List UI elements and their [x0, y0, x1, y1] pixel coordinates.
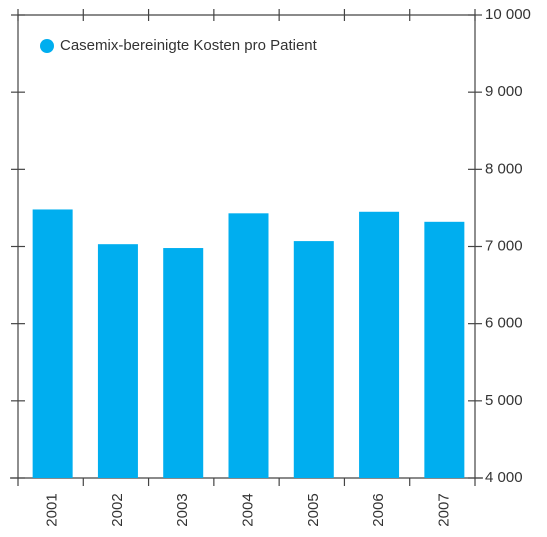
bar — [163, 248, 204, 478]
legend-label: Casemix-bereinigte Kosten pro Patient — [60, 37, 318, 54]
y-tick-label: 6 000 — [485, 315, 523, 332]
x-tick-label: 2005 — [305, 493, 322, 526]
x-tick-label: 2004 — [239, 493, 256, 526]
y-tick-label: 10 000 — [485, 6, 531, 23]
bar — [97, 244, 138, 478]
legend-marker — [40, 39, 54, 53]
x-tick-label: 2001 — [44, 493, 61, 526]
bar — [359, 211, 400, 478]
y-tick-label: 8 000 — [485, 160, 523, 177]
bar — [32, 209, 73, 478]
bar — [293, 241, 334, 478]
x-tick-label: 2003 — [174, 493, 191, 526]
y-tick-label: 7 000 — [485, 237, 523, 254]
bar — [228, 213, 269, 478]
y-tick-label: 4 000 — [485, 469, 523, 486]
x-tick-label: 2006 — [370, 493, 387, 526]
y-tick-label: 9 000 — [485, 83, 523, 100]
bar — [424, 221, 465, 478]
x-tick-label: 2007 — [435, 493, 452, 526]
y-tick-label: 5 000 — [485, 392, 523, 409]
x-tick-label: 2002 — [109, 493, 126, 526]
